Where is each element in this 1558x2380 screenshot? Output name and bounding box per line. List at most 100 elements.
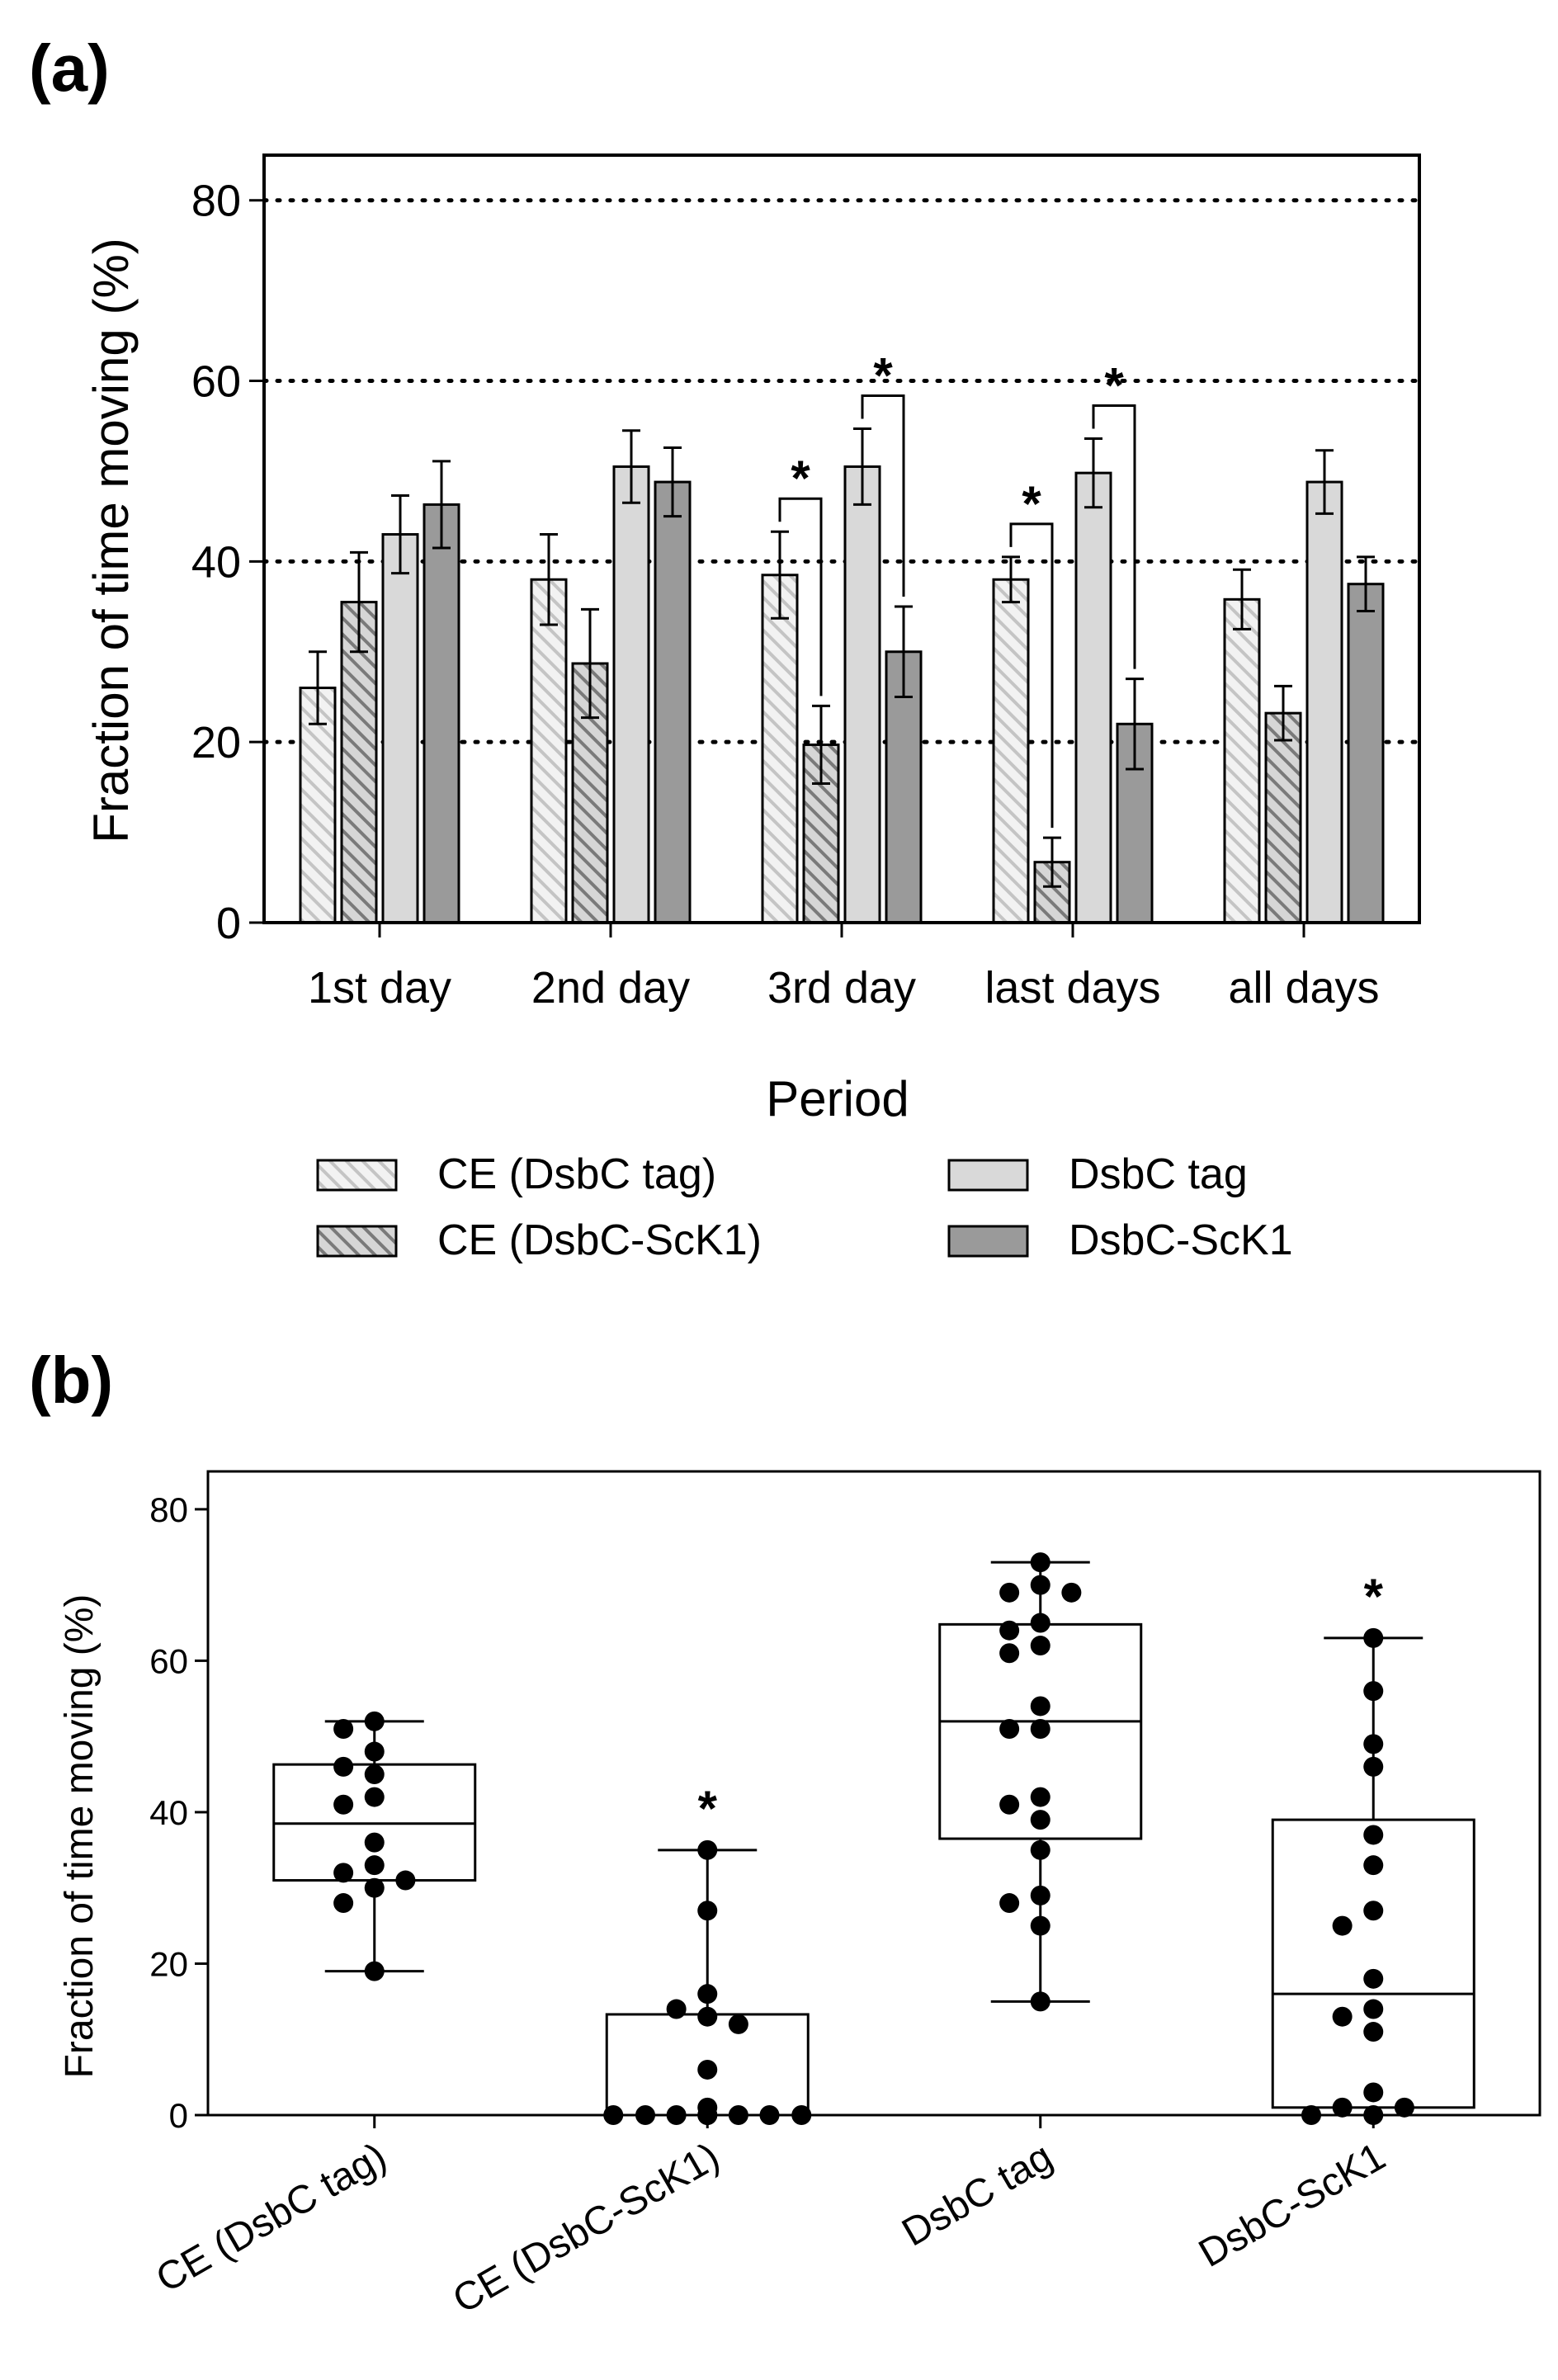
point-dsbc-sck1-2: [1363, 1734, 1384, 1754]
point-ce-dsbc-sck1-13: [791, 2105, 812, 2125]
legend-label: CE (DsbC tag): [437, 1150, 716, 1198]
significance-last-days-dsbc-tag-dsbc-sck1: *: [1092, 358, 1136, 669]
significance-star: *: [698, 1781, 718, 1836]
point-dsbc-sck1-9: [1363, 1999, 1384, 2019]
point-ce-dsbc-tag-0: [364, 1711, 385, 1731]
bar-all-days-dsbc-sck1: [1347, 583, 1385, 924]
point-dsbc-sck1-14: [1394, 2097, 1414, 2118]
error-bar-all-days-dsbc-tag: [1315, 449, 1334, 515]
bar-2nd-day-ce-dsbc-tag: [530, 578, 568, 924]
point-ce-dsbc-tag-8: [364, 1855, 385, 1876]
panel-a-ylabel: Fraction of time moving (%): [83, 238, 139, 843]
y-tick-label-60: 60: [149, 1641, 188, 1680]
point-ce-dsbc-tag-6: [333, 1794, 354, 1815]
y-tick-label-80: 80: [191, 177, 241, 226]
panel-a-significance: * * * *: [778, 348, 1136, 829]
bar-3rd-day-dsbc-tag: [843, 465, 881, 924]
point-dsbc-tag-10: [999, 1719, 1020, 1739]
x-tick-label-all-days: all days: [1228, 963, 1379, 1013]
point-dsbc-tag-1: [1030, 1575, 1050, 1595]
point-dsbc-tag-6: [1030, 1636, 1050, 1656]
point-dsbc-sck1-6: [1363, 1901, 1384, 1921]
bar-3rd-day-ce-dsbc-tag: [761, 574, 799, 924]
panel-b-frame: [206, 1470, 1541, 2117]
bar-all-days-ce-dsbc-sck1: [1264, 711, 1302, 924]
error-bar-1st-day-ce-dsbc-sck1: [350, 550, 368, 654]
point-ce-dsbc-sck1-3: [666, 1999, 687, 2019]
error-bar-all-days-dsbc-sck1: [1357, 555, 1375, 613]
point-ce-dsbc-sck1-5: [728, 2014, 748, 2034]
point-ce-dsbc-tag-7: [364, 1832, 385, 1853]
point-ce-dsbc-sck1-11: [759, 2105, 780, 2125]
point-dsbc-tag-15: [1030, 1885, 1050, 1905]
significance-bracket: [1009, 522, 1054, 829]
error-bar-3rd-day-dsbc-tag: [853, 427, 871, 506]
x-tick-label-3rd-day: 3rd day: [767, 963, 916, 1013]
bar-1st-day-dsbc-sck1: [423, 503, 460, 924]
point-ce-dsbc-sck1-16: [697, 2105, 718, 2125]
legend-label: DsbC tag: [1069, 1150, 1248, 1198]
y-tick-label-40: 40: [191, 537, 241, 587]
y-tick-label-60: 60: [191, 357, 241, 407]
panel-b-y-ticks: 0 20 40 60 80: [149, 1490, 188, 2135]
x-tick-label-ce-dsbc-sck1: CE (DsbC-ScK1): [446, 2135, 727, 2322]
point-dsbc-tag-11: [1030, 1787, 1050, 1807]
legend-label: CE (DsbC-ScK1): [437, 1216, 762, 1264]
panel-a-label: (a): [29, 31, 110, 105]
significance-bracket: [861, 394, 905, 597]
point-dsbc-tag-9: [1030, 1719, 1050, 1739]
point-dsbc-sck1-10: [1332, 2006, 1353, 2027]
panel-a-error-bars: [309, 427, 1375, 888]
panel-a: (a) * * * * 0 20 40 60 80 1st day 2nd day 3rd day…: [29, 31, 1422, 1264]
error-bar-all-days-ce-dsbc-tag: [1233, 568, 1251, 630]
error-bar-last-days-ce-dsbc-tag: [1002, 555, 1020, 604]
significance-star: *: [1104, 358, 1124, 413]
point-dsbc-tag-3: [1061, 1582, 1082, 1603]
error-bar-all-days-ce-dsbc-sck1: [1274, 684, 1292, 742]
x-tick-label-1st-day: 1st day: [308, 963, 451, 1013]
significance-bracket: [1092, 404, 1136, 669]
significance-star: *: [873, 348, 893, 404]
x-tick-label-last-days: last days: [984, 963, 1160, 1013]
bar-1st-day-dsbc-tag: [381, 533, 419, 924]
panel-a-x-ticks: 1st day 2nd day 3rd day last days all days: [308, 963, 1380, 1013]
point-dsbc-tag-7: [999, 1643, 1020, 1664]
panel-a-legend: CE (DsbC tag) CE (DsbC-ScK1) DsbC tag DsbC-…: [316, 1150, 1293, 1264]
point-dsbc-sck1-15: [1363, 2105, 1384, 2125]
legend-item-dsbc-tag: DsbC tag: [947, 1150, 1248, 1198]
panel-b-axes: [195, 1470, 1541, 2128]
error-bar-2nd-day-dsbc-sck1: [663, 446, 682, 518]
point-dsbc-tag-13: [1030, 1810, 1050, 1830]
panel-a-bars: [299, 465, 1385, 924]
x-tick-label-2nd-day: 2nd day: [531, 963, 690, 1013]
point-dsbc-sck1-12: [1363, 2082, 1384, 2103]
x-tick-label-dsbc-tag: DsbC tag: [895, 2135, 1060, 2255]
legend-swatch: [316, 1159, 398, 1192]
point-ce-dsbc-sck1-6: [697, 2059, 718, 2080]
point-ce-dsbc-sck1-4: [697, 2006, 718, 2027]
legend-swatch: [947, 1159, 1029, 1192]
panel-b-label: (b): [29, 1343, 113, 1417]
point-dsbc-sck1-13: [1332, 2097, 1353, 2118]
point-dsbc-sck1-5: [1363, 1855, 1384, 1876]
y-tick-label-0: 0: [216, 899, 241, 948]
point-dsbc-tag-2: [999, 1582, 1020, 1603]
significance-star: *: [1022, 476, 1041, 531]
legend-item-ce-dsbc-sck1: CE (DsbC-ScK1): [316, 1216, 762, 1264]
error-bar-last-days-dsbc-tag: [1084, 437, 1102, 509]
point-dsbc-tag-18: [1030, 1991, 1050, 2012]
error-bar-1st-day-ce-dsbc-tag: [309, 650, 327, 725]
point-dsbc-sck1-8: [1363, 1968, 1384, 1989]
point-dsbc-tag-5: [999, 1620, 1020, 1641]
x-tick-label-ce-dsbc-tag: CE (DsbC tag): [149, 2135, 394, 2302]
error-bar-1st-day-dsbc-tag: [391, 493, 409, 575]
bar-last-days-dsbc-tag: [1074, 471, 1112, 924]
point-ce-dsbc-sck1-8: [666, 2105, 687, 2125]
y-tick-label-40: 40: [149, 1793, 188, 1832]
significance-bracket: [778, 497, 823, 697]
point-ce-dsbc-tag-5: [364, 1787, 385, 1807]
significance-3rd-day-ce-dsbc-tag-ce-dsbc-sck1: *: [778, 451, 823, 697]
bar-all-days-ce-dsbc-tag: [1223, 597, 1261, 924]
point-dsbc-tag-16: [999, 1893, 1020, 1914]
